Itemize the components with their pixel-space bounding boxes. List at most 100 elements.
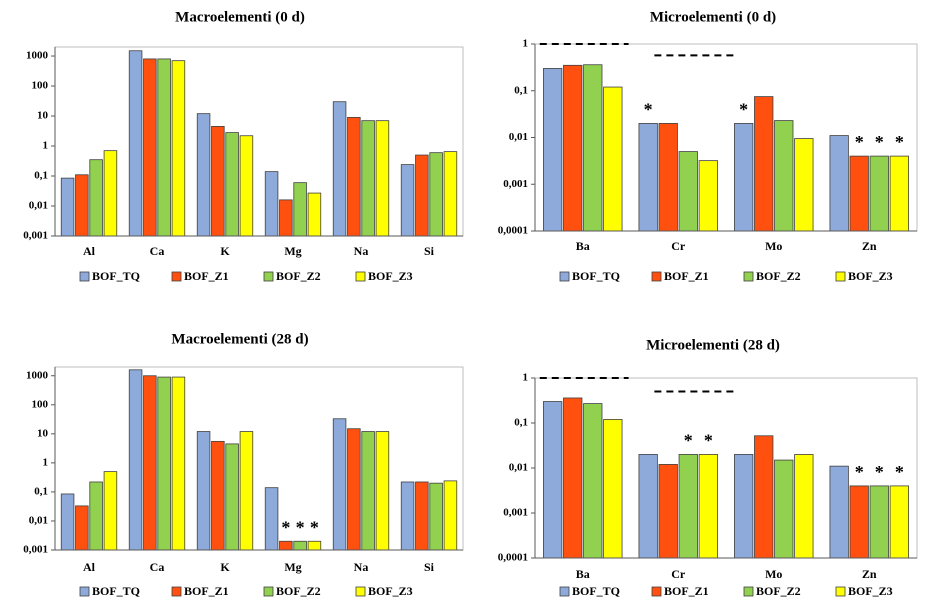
bar <box>211 126 225 237</box>
bar <box>794 138 814 232</box>
y-tick-label: 0,01 <box>29 200 48 212</box>
bar <box>293 540 307 551</box>
bar <box>60 493 75 551</box>
legend-label: BOF_Z2 <box>276 584 321 598</box>
legend-swatch <box>355 271 366 282</box>
x-tick-label: Mg <box>284 560 301 574</box>
legend-swatch <box>743 271 754 282</box>
bar <box>603 419 623 559</box>
chart-title: Macroelementi (0 d) <box>175 9 305 25</box>
bar <box>347 116 361 237</box>
y-tick-label: 10 <box>37 110 49 122</box>
legend-swatch <box>559 271 570 282</box>
legend-label: BOF_Z3 <box>848 269 893 283</box>
x-tick-label: Mo <box>765 239 782 253</box>
legend-label: BOF_Z3 <box>848 584 893 598</box>
annotation: * <box>739 100 748 120</box>
legend-swatch <box>355 586 366 597</box>
bar <box>415 154 429 237</box>
legend-label: BOF_Z2 <box>756 269 801 283</box>
bar <box>347 428 361 551</box>
bar <box>157 58 171 237</box>
y-tick-label: 1000 <box>26 369 49 381</box>
legend-swatch <box>263 271 274 282</box>
bar <box>143 375 157 551</box>
bar <box>429 482 443 551</box>
bar <box>225 443 239 551</box>
legend-swatch <box>171 271 182 282</box>
legend-label: BOF_Z2 <box>756 584 801 598</box>
y-tick-label: 0,001 <box>503 507 528 519</box>
legend-swatch <box>835 271 846 282</box>
x-tick-label: Mo <box>765 567 782 581</box>
bar <box>754 96 774 232</box>
bar <box>543 68 563 232</box>
y-tick-label: 1000 <box>26 50 49 62</box>
legend-label: BOF_Z1 <box>664 584 709 598</box>
bar <box>658 123 678 232</box>
legend-label: BOF_Z1 <box>664 269 709 283</box>
legend-swatch <box>559 586 570 597</box>
annotation: * <box>875 462 884 482</box>
bar <box>293 182 307 237</box>
y-tick-label: 0,1 <box>514 84 528 96</box>
x-tick-label: Na <box>354 244 369 258</box>
bar <box>415 481 429 551</box>
x-tick-label: Al <box>83 244 96 258</box>
y-tick-label: 0,0001 <box>498 552 528 564</box>
y-tick-label: 0,0001 <box>498 225 528 237</box>
bar <box>563 397 583 559</box>
bar <box>60 177 75 237</box>
bar <box>375 120 390 237</box>
legend-label: BOF_Z2 <box>276 269 321 283</box>
legend-label: BOF_TQ <box>92 269 140 283</box>
x-tick-label: K <box>220 244 230 258</box>
chart-title: Microelementi (28 d) <box>646 337 780 353</box>
bar <box>889 485 909 559</box>
annotation: * <box>895 462 904 482</box>
legend-swatch <box>171 586 182 597</box>
y-tick-label: 1 <box>523 38 529 50</box>
x-tick-label: Cr <box>671 567 686 581</box>
bar <box>583 64 603 232</box>
bar <box>103 150 118 237</box>
bar <box>264 487 279 551</box>
bar <box>563 64 583 232</box>
x-tick-label: Ca <box>150 244 165 258</box>
annotation: * <box>644 100 653 120</box>
bar <box>678 454 698 559</box>
bar <box>698 454 718 559</box>
bar <box>361 120 375 237</box>
y-tick-label: 0,1 <box>34 170 48 182</box>
legend-swatch <box>263 586 274 597</box>
bar <box>754 435 774 559</box>
bar <box>279 540 293 551</box>
bar <box>307 540 322 551</box>
bar <box>774 459 794 559</box>
bar <box>429 152 443 237</box>
bar <box>869 155 889 232</box>
y-tick-label: 0,001 <box>503 178 528 190</box>
bar <box>583 403 603 559</box>
bar <box>443 480 458 551</box>
bar <box>103 471 118 551</box>
bar <box>332 418 347 551</box>
legend-label: BOF_TQ <box>572 584 620 598</box>
bar <box>75 505 89 551</box>
x-tick-label: K <box>220 560 230 574</box>
x-tick-label: Ca <box>150 560 165 574</box>
bar <box>658 464 678 559</box>
bar <box>239 431 254 551</box>
bar <box>75 174 89 237</box>
bar <box>638 454 658 559</box>
legend-swatch <box>743 586 754 597</box>
y-tick-label: 1 <box>523 372 529 384</box>
bar <box>794 454 814 559</box>
bar <box>849 485 869 559</box>
bar <box>128 369 143 551</box>
bar <box>543 401 563 559</box>
legend-swatch <box>79 586 90 597</box>
annotation: * <box>684 431 693 451</box>
x-tick-label: Na <box>354 560 369 574</box>
